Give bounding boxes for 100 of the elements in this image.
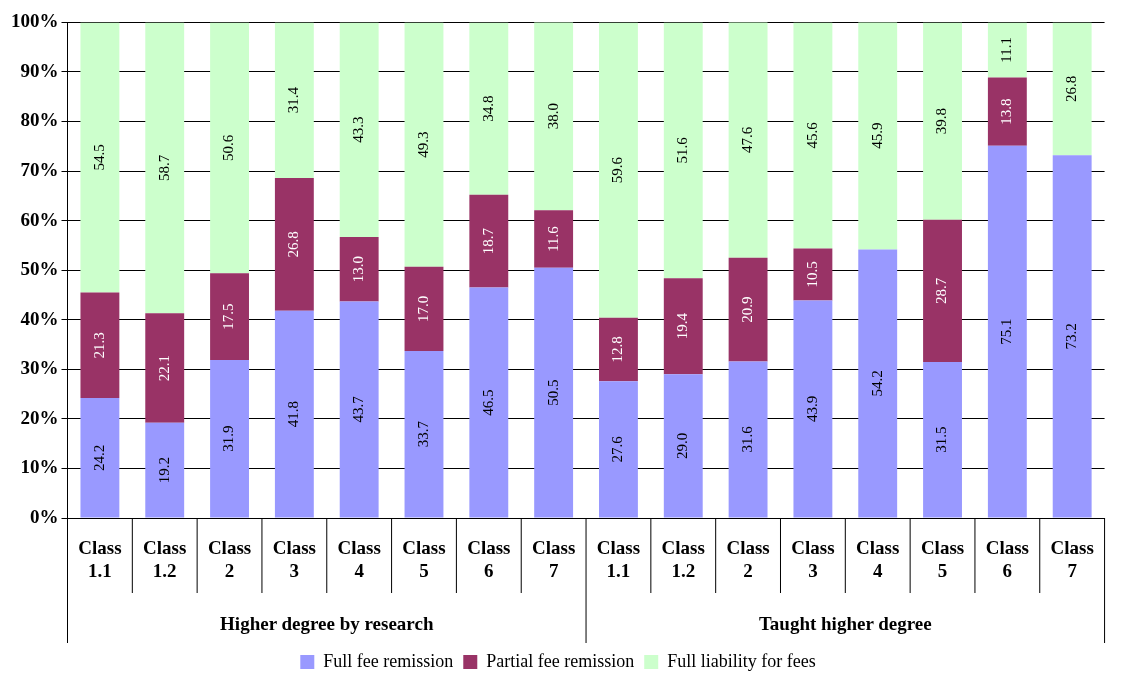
bar — [663, 278, 703, 375]
y-tick-label: 20% — [20, 406, 59, 428]
bar — [987, 145, 1027, 518]
data-label: 38.0 — [544, 102, 561, 130]
bar — [923, 22, 962, 220]
y-tick-label: 100% — [11, 10, 59, 32]
bar — [80, 22, 120, 293]
bar — [1052, 155, 1092, 518]
bar — [728, 22, 768, 258]
bar — [210, 22, 249, 274]
bar — [404, 22, 444, 267]
data-label: 41.8 — [285, 401, 302, 428]
bar — [469, 22, 509, 195]
data-label: 46.5 — [479, 389, 496, 416]
bar — [274, 310, 314, 518]
x-tick-label: Class 1.2 — [661, 537, 705, 582]
bar — [858, 249, 898, 518]
data-label: 54.5 — [90, 144, 107, 171]
data-label: 22.1 — [155, 354, 172, 382]
data-label: 59.6 — [609, 156, 626, 184]
x-tick-label: Class 3 — [272, 537, 317, 582]
bar — [793, 248, 833, 301]
bar — [1052, 22, 1092, 156]
data-label: 28.7 — [933, 277, 950, 304]
data-label: 54.2 — [868, 370, 885, 397]
data-label: 33.7 — [414, 420, 431, 448]
x-tick-label: Class 5 — [920, 537, 965, 582]
text: Taught higher degree — [758, 612, 932, 634]
data-label: 43.3 — [350, 116, 367, 143]
x-tick-label: Class 1.1 — [596, 537, 641, 582]
bar — [210, 273, 249, 360]
x-tick-label: Class 7 — [1050, 537, 1094, 582]
data-label: 31.5 — [933, 426, 950, 453]
bar — [145, 422, 185, 518]
bar — [339, 301, 379, 518]
bar — [599, 317, 638, 382]
bar — [923, 361, 962, 518]
data-label: 17.0 — [414, 295, 431, 322]
bar — [80, 398, 120, 518]
data-label: 51.6 — [674, 136, 691, 164]
data-label: 31.9 — [220, 425, 237, 452]
y-tick-label: 80% — [20, 109, 59, 131]
data-label: 21.3 — [90, 332, 107, 359]
data-label: 58.7 — [155, 154, 172, 181]
x-tick-label: Class 4 — [337, 537, 381, 582]
x-tick-label: Class 6 — [985, 537, 1029, 582]
bar — [210, 359, 249, 518]
data-label: 24.2 — [90, 444, 107, 471]
bar — [274, 22, 314, 179]
x-tick-label: Class 6 — [467, 537, 511, 582]
data-label: 45.6 — [803, 121, 820, 149]
bar — [339, 22, 379, 237]
data-label: 11.6 — [544, 225, 561, 252]
data-label: 12.8 — [609, 336, 626, 363]
bar — [793, 300, 833, 518]
data-label: 20.9 — [739, 296, 756, 323]
legend-label: Partial fee remission — [486, 650, 635, 671]
data-label: 45.9 — [868, 122, 885, 149]
data-label: 26.8 — [1063, 75, 1080, 102]
data-label: 73.2 — [1063, 323, 1080, 350]
legend-label: Full liability for fees — [667, 650, 816, 671]
y-tick-label: 90% — [20, 59, 59, 81]
data-label: 13.8 — [998, 98, 1015, 125]
x-tick-label: Class 1.1 — [78, 537, 122, 582]
data-label: 10.5 — [803, 261, 820, 288]
x-tick-label: Class 2 — [207, 537, 252, 582]
data-label: 17.5 — [220, 303, 237, 330]
legend-label: Full fee remission — [323, 650, 454, 671]
bar — [663, 374, 703, 518]
data-label: 47.6 — [739, 126, 756, 153]
y-tick-label: 30% — [20, 357, 59, 379]
x-tick-label: Class 1.2 — [143, 537, 187, 582]
bar — [534, 22, 574, 211]
bar — [987, 77, 1027, 146]
data-label: 31.6 — [739, 425, 756, 453]
data-label: 43.9 — [803, 395, 820, 423]
data-label: 27.6 — [609, 435, 626, 463]
bar — [145, 313, 185, 423]
y-tick-label: 40% — [20, 307, 59, 329]
x-tick-label: Class 2 — [726, 537, 770, 582]
x-tick-label: Class 4 — [856, 537, 900, 582]
data-label: 31.4 — [285, 86, 302, 114]
bar — [404, 266, 444, 351]
y-tick-label: 10% — [20, 456, 59, 478]
bar — [728, 257, 768, 362]
bar — [469, 287, 509, 518]
data-label: 13.0 — [350, 256, 367, 283]
y-tick-label: 70% — [20, 158, 59, 180]
bar — [80, 292, 120, 399]
data-label: 11.1 — [998, 37, 1015, 63]
bar — [274, 178, 314, 311]
bar — [145, 22, 185, 314]
bar — [599, 22, 638, 318]
data-label: 18.7 — [479, 227, 496, 255]
data-label: 49.3 — [414, 131, 431, 158]
x-tick-label: Class 7 — [531, 537, 576, 582]
data-label: 34.8 — [479, 95, 496, 122]
bar — [793, 22, 833, 249]
bar — [728, 361, 768, 518]
x-tick-label: Class 3 — [791, 537, 835, 582]
